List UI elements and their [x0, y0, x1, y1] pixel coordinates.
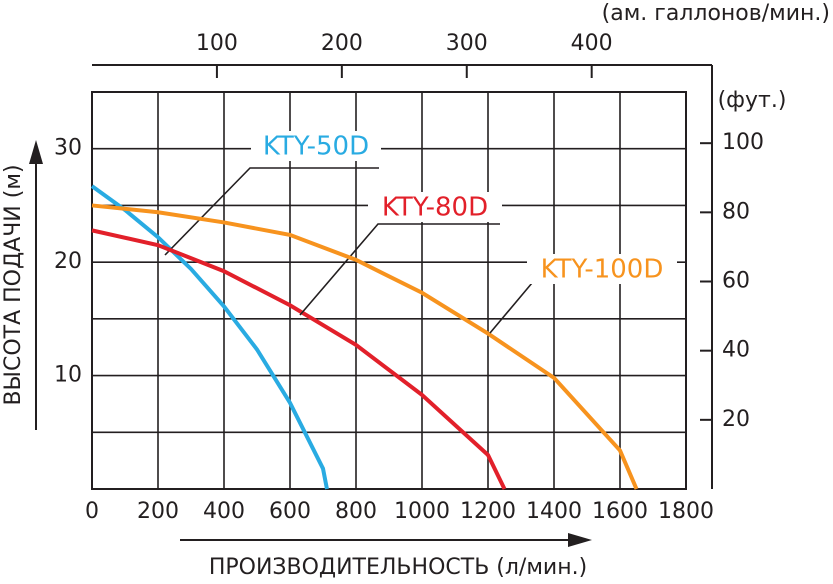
x-tick-label: 400 — [203, 499, 245, 524]
leader-line — [299, 223, 500, 316]
y-arrow-head — [29, 140, 43, 164]
y-tick-label: 10 — [54, 363, 82, 388]
x2-axis-title: (ам. галлонов/мин.) — [602, 1, 830, 26]
y-tick-label: 30 — [54, 136, 82, 161]
x-tick-label: 1000 — [394, 499, 450, 524]
x-tick-label: 600 — [269, 499, 311, 524]
x-tick-label: 0 — [85, 499, 99, 524]
leader-line — [164, 167, 379, 256]
y2-tick-label: 80 — [722, 199, 750, 224]
label-bg — [251, 131, 381, 161]
series-label: KTY-100D — [541, 255, 664, 285]
x2-tick-label: 100 — [196, 31, 238, 56]
leader-line — [489, 282, 675, 334]
x-axis-title: ПРОИЗВОДИТЕЛЬНОСТЬ (л/мин.) — [209, 555, 587, 580]
label-bg — [527, 254, 677, 284]
curve — [90, 184, 329, 490]
x-tick-label: 1400 — [526, 499, 582, 524]
x-tick-label: 1200 — [460, 499, 516, 524]
y-axis-title: ВЫСОТА ПОДАЧИ (м) — [1, 164, 26, 405]
y2-axis-title: (фут.) — [718, 88, 787, 113]
x-tick-label: 1600 — [592, 499, 648, 524]
x2-tick-label: 200 — [321, 31, 363, 56]
curve — [91, 228, 507, 490]
y-tick-label: 20 — [54, 249, 82, 274]
x2-tick-label: 300 — [446, 31, 488, 56]
series-label: KTY-80D — [382, 193, 488, 223]
y2-tick-label: 60 — [722, 269, 750, 294]
label-bg — [368, 192, 502, 222]
x-tick-label: 200 — [137, 499, 179, 524]
x-tick-label: 1800 — [658, 499, 714, 524]
y2-tick-label: 40 — [722, 338, 750, 363]
y2-tick-label: 20 — [722, 407, 750, 432]
x-tick-label: 800 — [335, 499, 377, 524]
curve — [91, 203, 639, 490]
y2-tick-label: 100 — [722, 130, 764, 155]
series-label: KTY-50D — [263, 132, 369, 162]
plot-frame — [91, 91, 687, 490]
x-arrow-head — [568, 533, 592, 547]
x2-tick-label: 400 — [571, 31, 613, 56]
